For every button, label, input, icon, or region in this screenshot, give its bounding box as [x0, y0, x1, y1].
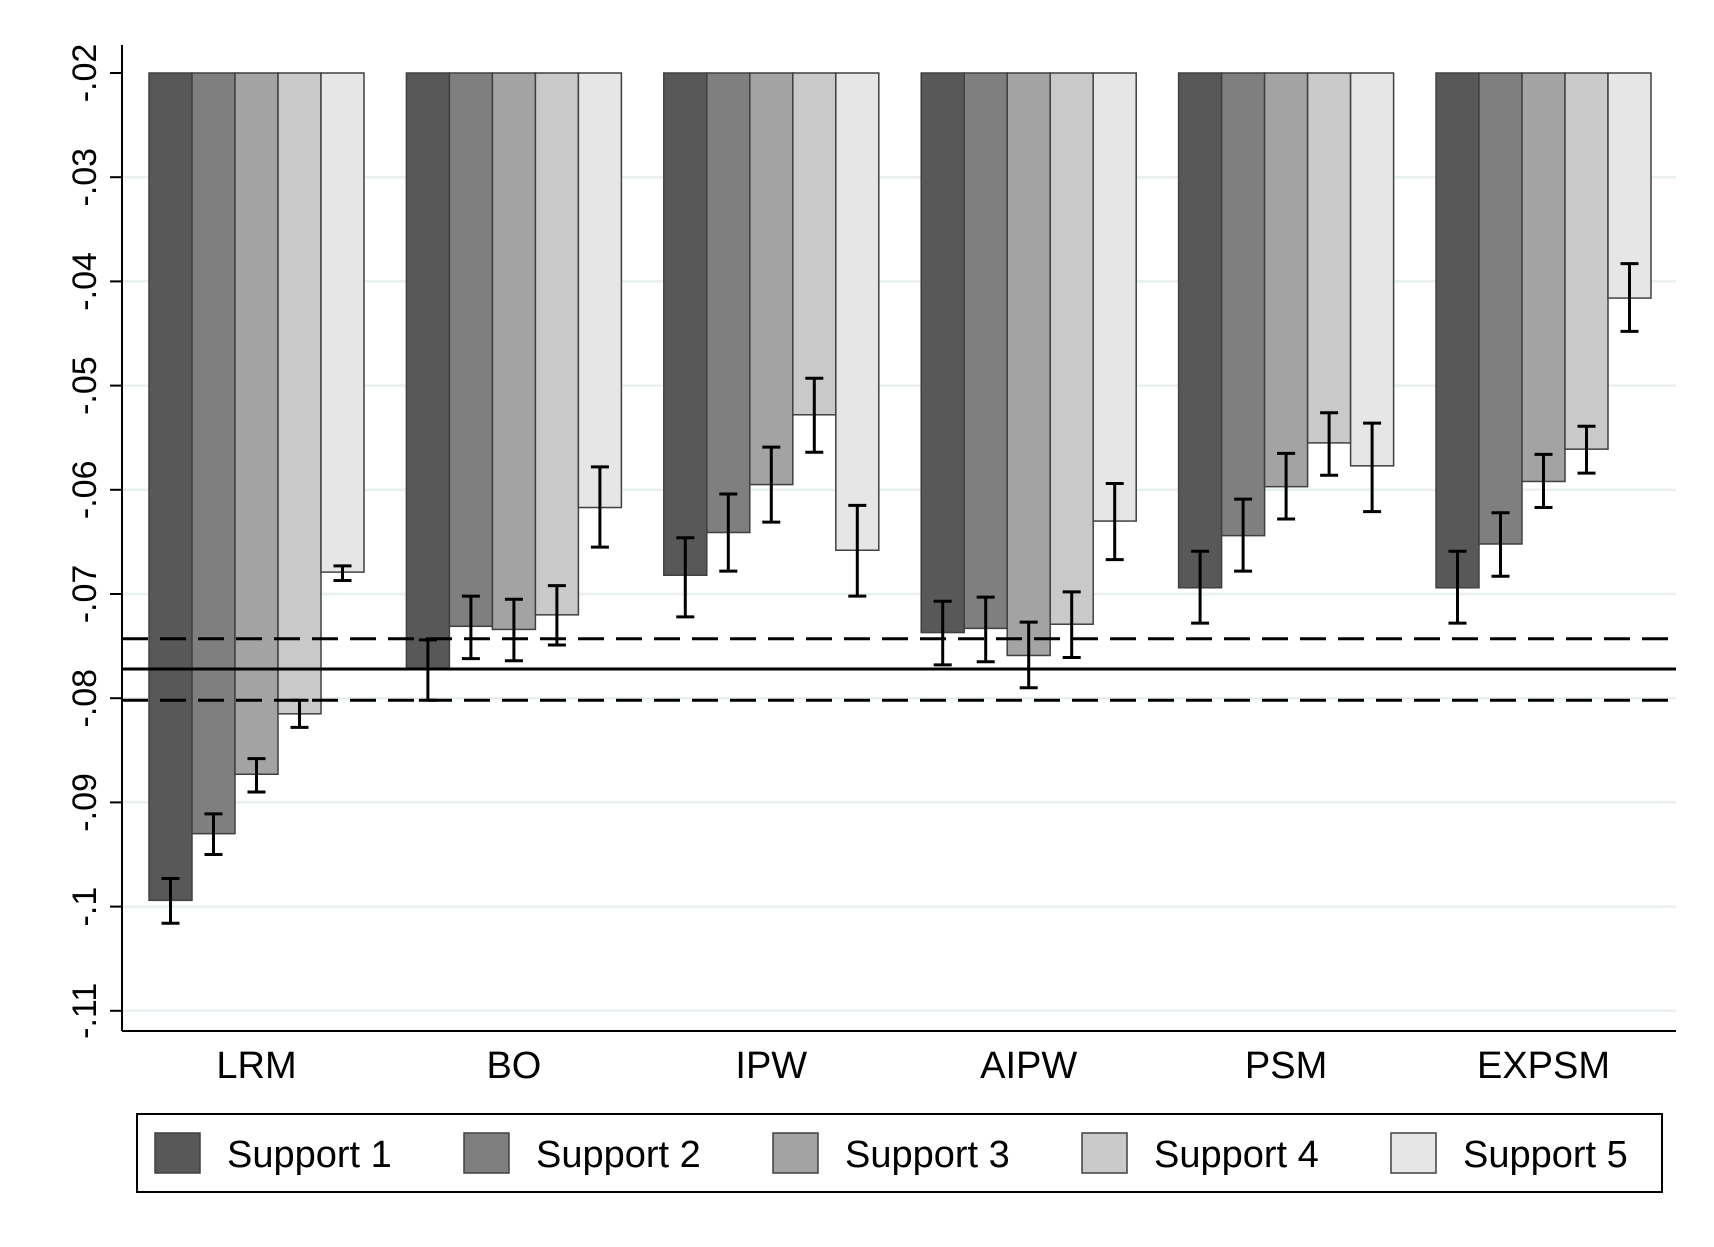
- y-tick-label: -.09: [66, 773, 104, 832]
- y-tick-label: -.04: [66, 252, 104, 311]
- legend-label: Support 1: [227, 1134, 392, 1176]
- bar: [191, 72, 236, 835]
- bar: [320, 72, 365, 573]
- bar: [1521, 72, 1566, 483]
- bar: [1092, 72, 1137, 522]
- bar: [405, 72, 451, 670]
- bars: [148, 72, 1652, 902]
- bar: [920, 72, 965, 634]
- legend-label: Support 5: [1463, 1134, 1628, 1176]
- legend-label: Support 3: [845, 1134, 1010, 1176]
- bar: [835, 72, 880, 551]
- x-tick-label: LRM: [216, 1045, 296, 1087]
- legend-label: Support 2: [536, 1134, 701, 1176]
- legend-swatch: [154, 1132, 201, 1174]
- x-tick-label: AIPW: [980, 1045, 1077, 1087]
- bar: [1177, 72, 1223, 589]
- bar: [534, 72, 580, 616]
- y-tick-label: -.02: [66, 44, 104, 103]
- x-tick-label: PSM: [1245, 1045, 1327, 1087]
- bar: [963, 72, 1008, 630]
- x-tick-label: BO: [486, 1045, 541, 1087]
- bar: [1435, 72, 1480, 589]
- bar: [1006, 72, 1051, 657]
- bar: [491, 72, 537, 631]
- legend-swatch: [1081, 1132, 1128, 1174]
- y-tick-label: -.05: [66, 356, 104, 415]
- bar: [792, 72, 837, 416]
- legend-label: Support 4: [1154, 1134, 1319, 1176]
- bar: [1349, 72, 1395, 467]
- y-tick-label: -.11: [66, 983, 104, 1039]
- legend-swatch: [772, 1132, 819, 1174]
- reference-lines: [122, 637, 1676, 702]
- x-tick-label: EXPSM: [1477, 1045, 1610, 1087]
- bar: [448, 72, 494, 628]
- y-tick-label: -.08: [66, 669, 104, 728]
- y-tick-label: -.03: [66, 148, 104, 207]
- bar: [1049, 72, 1094, 625]
- legend-swatch: [463, 1132, 510, 1174]
- grid-lines: [122, 175, 1676, 1013]
- y-tick-label: -.07: [66, 565, 104, 624]
- bar: [1220, 72, 1266, 537]
- y-tick-label: -.06: [66, 461, 104, 520]
- bar: [1478, 72, 1523, 545]
- legend: Support 1 Support 2 Support 3 Support 4 Supp…: [136, 1113, 1663, 1193]
- legend-swatch: [1390, 1132, 1437, 1174]
- bar: [148, 72, 193, 902]
- bar: [1564, 72, 1609, 450]
- error-bars: [161, 262, 1639, 925]
- bar: [1263, 72, 1309, 488]
- bar: [663, 72, 708, 576]
- bar: [277, 72, 322, 715]
- bar: [749, 72, 794, 486]
- bar: [1306, 72, 1352, 444]
- bar: [706, 72, 751, 534]
- y-tick-label: -.1: [66, 887, 104, 927]
- axes: -.02 -.03 -.04 -.05 -.06 -.07 -.08 -.09 -.1 -.11 L…: [66, 44, 1676, 1087]
- x-tick-label: IPW: [735, 1045, 807, 1087]
- bar: [577, 72, 623, 509]
